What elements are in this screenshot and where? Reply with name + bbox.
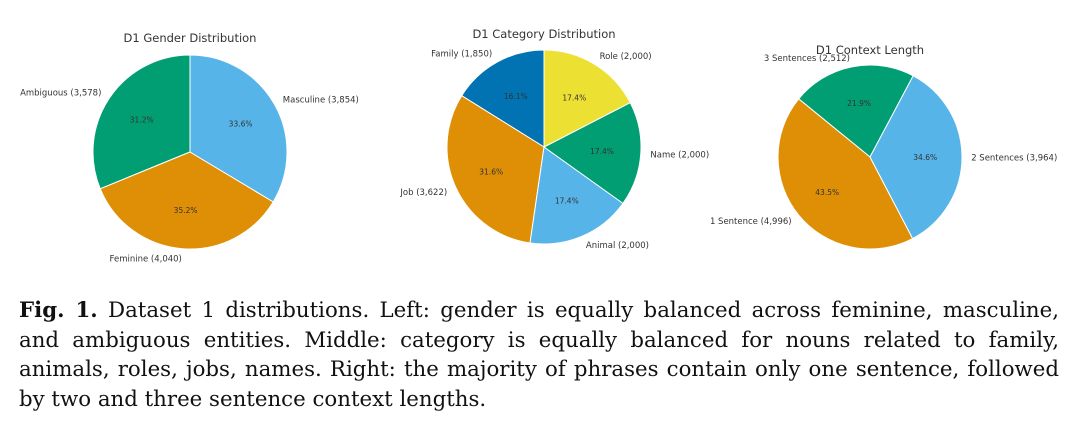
pie-slice-name (543, 101, 642, 205)
pie-slice-job (446, 94, 545, 244)
slice-label-feminine: Feminine (4,040) (110, 254, 182, 264)
pct-label-family: 16.1% (504, 92, 528, 101)
chart-title-2: D1 Category Distribution (472, 27, 615, 41)
pct-label-2-sentences: 34.6% (913, 153, 937, 162)
pie-slice-3-sentences (797, 64, 914, 158)
slice-label-job: Job (3,622) (399, 188, 447, 198)
slice-label-2-sentences: 2 Sentences (3,964) (971, 153, 1057, 163)
figure-label: Fig. 1. (19, 298, 98, 323)
figure-caption: Fig. 1. Dataset 1 distributions. Left: g… (19, 296, 1059, 414)
pie-slice-ambiguous (92, 54, 191, 190)
slice-label-ambiguous: Ambiguous (3,578) (20, 89, 101, 99)
pct-label-1-sentence: 43.5% (815, 188, 839, 197)
pct-label-job: 31.6% (479, 168, 503, 177)
slice-label-animal: Animal (2,000) (586, 241, 649, 251)
slice-label-family: Family (1,850) (431, 50, 492, 60)
pie-slice-family (461, 49, 545, 148)
pct-label-name: 17.4% (590, 147, 614, 156)
slice-label-1-sentence: 1 Sentence (4,996) (710, 217, 792, 227)
pie-charts-figure: 31.2% Ambiguous (3,578) 35.2% Feminine (4,0… (20, 27, 1057, 264)
pct-label-animal: 17.4% (555, 197, 579, 206)
pct-label-masculine: 33.6% (229, 119, 253, 128)
chart-title-1: D1 Gender Distribution (124, 31, 257, 45)
pct-label-feminine: 35.2% (174, 206, 198, 215)
pie-chart-2: 16.1% Family (1,850) 31.6% Job (3,622) 17.4%… (399, 27, 709, 251)
pie-slice-1-sentence (777, 98, 914, 250)
pie-slice-2-sentences (869, 75, 963, 240)
pie-chart-1: 31.2% Ambiguous (3,578) 35.2% Feminine (4,0… (20, 31, 359, 264)
caption-text: Dataset 1 distributions. Left: gender is… (19, 298, 1059, 412)
pct-label-3-sentences: 21.9% (847, 99, 871, 108)
pie-slice-animal (529, 146, 624, 245)
pct-label-role: 17.4% (562, 93, 586, 102)
pie-slice-masculine (189, 54, 288, 203)
pie-slice-role (543, 49, 631, 148)
slice-label-role: Role (2,000) (600, 52, 652, 62)
slice-label-masculine: Masculine (3,854) (283, 95, 359, 105)
pie-chart-3: 21.9% 3 Sentences (2,512) 43.5% 1 Sentence … (710, 43, 1057, 250)
slice-label-name: Name (2,000) (650, 151, 709, 161)
pct-label-ambiguous: 31.2% (130, 116, 154, 125)
chart-title-3: D1 Context Length (816, 43, 924, 57)
slice-label-3-sentences: 3 Sentences (2,512) (764, 54, 850, 64)
